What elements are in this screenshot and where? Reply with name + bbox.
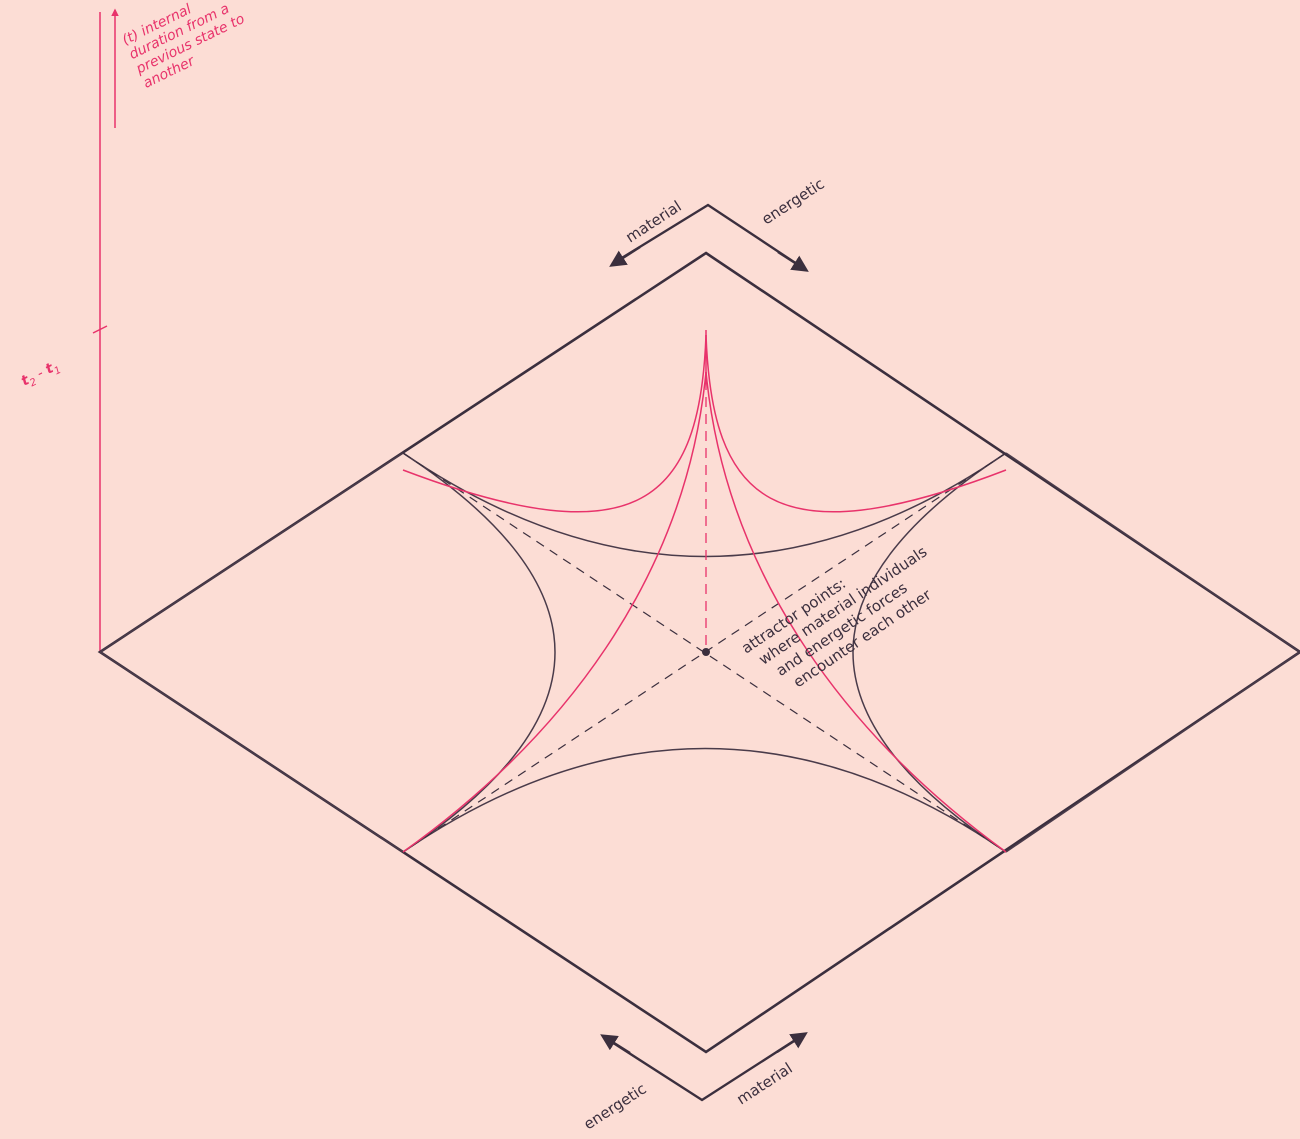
cusp-left-curve [402, 334, 707, 513]
attractor-diagonals [402, 452, 1007, 853]
bottom-direction-arrows: energetic material [580, 1032, 808, 1134]
bottom-label-energetic: energetic [580, 1080, 649, 1134]
astroid-top-curve [402, 452, 1007, 558]
cusp-lower-left-curve [402, 371, 707, 853]
t2-subscript: 2 [28, 377, 39, 390]
t1-subscript: 1 [53, 365, 64, 378]
bottom-arrow-stem [603, 1033, 804, 1102]
cusp-lower-right-curve [705, 371, 1007, 853]
time-interval-label: t2 - t1 [19, 358, 63, 393]
astroid-left-curve [402, 452, 556, 853]
time-axis-caption: (t) internal duration from a previous st… [119, 0, 259, 92]
bottom-arrow-left [600, 1034, 631, 1055]
time-axis-tick [92, 325, 108, 334]
top-arrow-stem [611, 203, 804, 270]
top-direction-arrows: material energetic [609, 175, 828, 272]
inner-edge-left [99, 452, 404, 653]
bottom-arrow-right [776, 1032, 808, 1054]
astroid-bottom-curve [402, 747, 1007, 853]
cusp-right-curve [705, 334, 1007, 513]
astroid-dark-curves [402, 452, 1007, 853]
top-label-energetic: energetic [758, 175, 827, 229]
outer-rhombus [97, 251, 1300, 1054]
inner-edge-bottom-right [1005, 651, 1300, 853]
interval-separator: - [30, 363, 50, 383]
astroid-right-curve [852, 452, 1007, 853]
diagonal-b [402, 452, 1007, 853]
diagonal-a [402, 452, 1007, 853]
top-arrow-right [777, 250, 809, 272]
bottom-label-material: material [733, 1059, 795, 1108]
top-arrow-left [609, 245, 641, 267]
inner-edge-bottom-left [99, 651, 404, 853]
inner-edge-right [1005, 452, 1300, 653]
pink-cusp-curves [402, 330, 1007, 853]
attractor-point [702, 648, 710, 656]
inner-square [99, 452, 1300, 853]
time-axis: (t) internal duration from a previous st… [19, 0, 259, 652]
